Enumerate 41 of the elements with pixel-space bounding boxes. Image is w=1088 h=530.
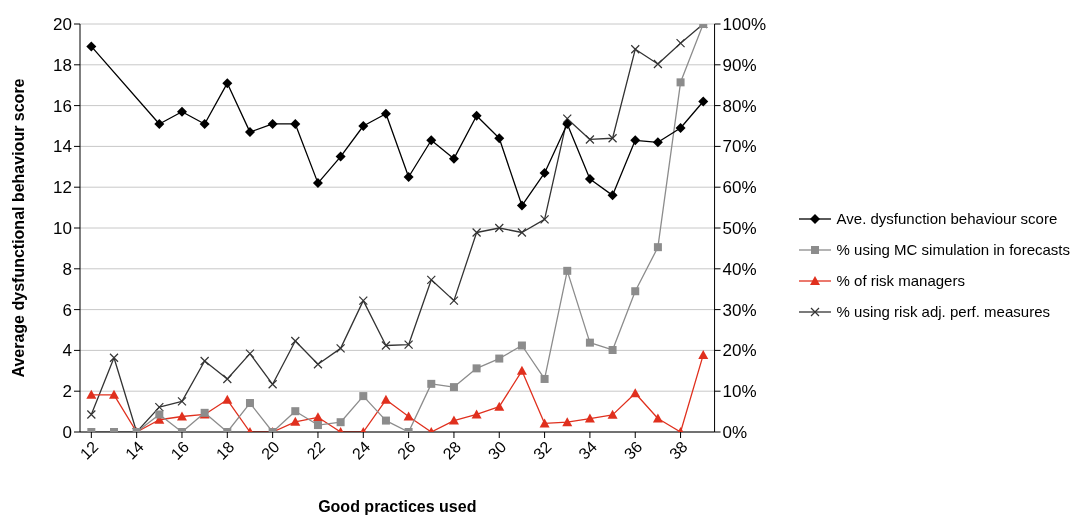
x-tick-label: 36 xyxy=(620,438,646,463)
y-axis-title: Average dysfunctional behaviour score xyxy=(9,78,27,378)
x-tick-label: 22 xyxy=(303,438,329,463)
legend-label: % using risk adj. perf. measures xyxy=(836,303,1050,320)
x-tick-label: 16 xyxy=(167,438,193,463)
x-tick-label: 26 xyxy=(394,438,419,463)
x-tick-label: 32 xyxy=(530,438,555,463)
y-tick-label: 6 xyxy=(62,300,72,320)
y-tick-label: 10 xyxy=(53,219,72,239)
x-tick-label: 28 xyxy=(439,438,465,463)
x-tick-label: 20 xyxy=(258,438,283,463)
y2-tick-label: 30% xyxy=(722,300,757,320)
y2-tick-label: 10% xyxy=(722,382,757,402)
y-tick-label: 20 xyxy=(53,15,72,35)
y2-tick-label: 0% xyxy=(722,423,748,443)
y2-tick-label: 90% xyxy=(722,55,757,75)
legend-label: % using MC simulation in forecasts xyxy=(836,241,1070,258)
x-tick-label: 30 xyxy=(484,438,510,463)
y-tick-label: 18 xyxy=(53,55,72,75)
y2-tick-label: 20% xyxy=(722,341,757,361)
x-tick-label: 34 xyxy=(575,438,601,463)
y2-tick-label: 70% xyxy=(722,137,757,157)
x-tick-label: 14 xyxy=(122,438,147,463)
y2-tick-label: 100% xyxy=(722,15,767,35)
y-tick-label: 14 xyxy=(53,137,72,157)
y-tick-label: 8 xyxy=(62,259,72,279)
legend-label: Ave. dysfunction behaviour score xyxy=(836,210,1058,227)
y2-tick-label: 60% xyxy=(722,178,757,198)
y-tick-label: 4 xyxy=(62,341,72,361)
y-tick-label: 2 xyxy=(62,382,72,402)
y-tick-label: 0 xyxy=(62,423,72,443)
y2-tick-label: 80% xyxy=(722,96,757,116)
x-tick-label: 18 xyxy=(212,438,238,463)
x-tick-label: 24 xyxy=(348,438,374,463)
legend-label: % of risk managers xyxy=(836,272,965,289)
x-axis-title: Good practices used xyxy=(318,498,477,515)
x-tick-label: 38 xyxy=(666,438,691,463)
y-tick-label: 12 xyxy=(53,178,72,198)
y2-tick-label: 40% xyxy=(722,259,757,279)
y-tick-label: 16 xyxy=(53,96,72,116)
y2-tick-label: 50% xyxy=(722,219,757,239)
